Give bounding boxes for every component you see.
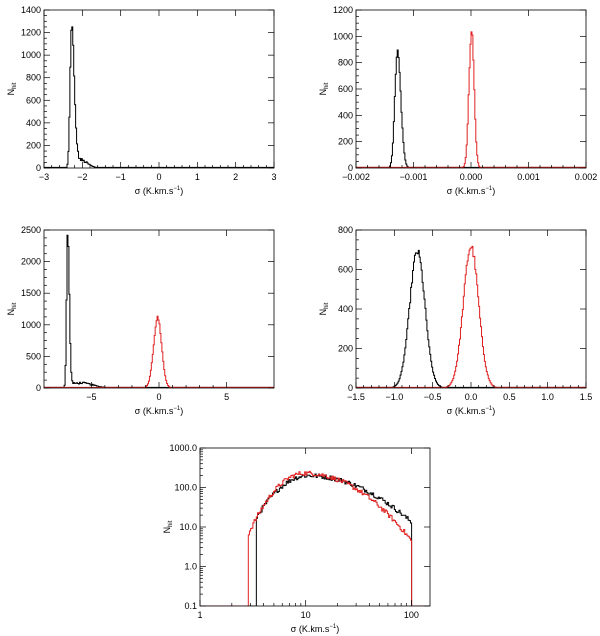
y-axis-label: Nhit [318, 302, 330, 315]
y-tick-label: 0 [348, 163, 353, 173]
y-tick-label: 1500 [21, 288, 41, 298]
y-tick-label: 100.0 [174, 483, 197, 493]
x-tick-label: 1 [197, 610, 202, 620]
x-axis-label: σ (K.km.s−1) [135, 406, 183, 416]
x-axis-label: σ (K.km.s−1) [447, 186, 495, 196]
histogram-series-2 [356, 31, 586, 168]
x-tick-label: −0.001 [400, 172, 428, 182]
x-tick-label: −2 [77, 172, 87, 182]
histogram-series-1 [356, 249, 586, 388]
histogram-series-1 [44, 26, 274, 168]
y-tick-label: 1000.0 [169, 443, 197, 453]
y-tick-label: 800 [338, 225, 353, 235]
x-tick-label: −1 [116, 172, 126, 182]
histogram-series-2 [44, 315, 274, 388]
x-tick-label: 3 [271, 172, 276, 182]
x-tick-label: 1.0 [541, 392, 554, 402]
y-tick-label: 0 [348, 383, 353, 393]
x-tick-label: 1.5 [580, 392, 593, 402]
x-tick-label: 0 [156, 172, 161, 182]
histogram-series-2 [356, 245, 586, 388]
plot-frame [43, 9, 275, 169]
histogram-series-2 [200, 470, 430, 606]
y-tick-label: 10.0 [179, 522, 197, 532]
y-tick-label: 1.0 [184, 562, 197, 572]
x-tick-label: −1.5 [347, 392, 365, 402]
y-tick-label: 800 [26, 73, 41, 83]
y-tick-label: 1000 [21, 50, 41, 60]
x-tick-label: 0.0 [465, 392, 478, 402]
y-tick-label: 600 [26, 95, 41, 105]
x-tick-label: 0.5 [503, 392, 516, 402]
y-tick-label: 0 [36, 163, 41, 173]
x-tick-label: 1 [195, 172, 200, 182]
y-tick-label: 2000 [21, 257, 41, 267]
x-tick-label: 0.000 [460, 172, 483, 182]
y-tick-label: 1200 [333, 5, 353, 15]
x-tick-label: 10 [301, 610, 311, 620]
y-tick-label: 400 [26, 118, 41, 128]
x-axis-label: σ (K.km.s−1) [447, 406, 495, 416]
y-axis-label: Nhit [6, 302, 18, 315]
x-tick-label: −3 [39, 172, 49, 182]
y-tick-label: 200 [26, 140, 41, 150]
x-axis-label: σ (K.km.s−1) [291, 624, 339, 634]
histogram-series-1 [356, 49, 586, 168]
y-tick-label: 400 [338, 304, 353, 314]
plot-frame [355, 229, 587, 389]
x-tick-label: −0.002 [342, 172, 370, 182]
panel-4: −1.5 −1.0 −0.5 0.0 0.5 1.0 1.5 0 200 400 600 800 σ (… [318, 225, 592, 416]
panel-1: −3 −2 −1 0 1 2 3 0 200 400 600 800 1000 1200 1400 σ (K.… [6, 5, 277, 196]
x-tick-label: −1.0 [385, 392, 403, 402]
y-tick-label: 1000 [333, 31, 353, 41]
x-tick-label: 2 [233, 172, 238, 182]
y-axis-label: Nhit [318, 82, 330, 95]
y-tick-label: 600 [338, 265, 353, 275]
histogram-series-1 [200, 473, 430, 606]
x-tick-label: 5 [224, 392, 229, 402]
y-axis-label: Nhit [162, 520, 174, 533]
y-tick-label: 600 [338, 84, 353, 94]
x-tick-label: 0.001 [517, 172, 540, 182]
y-tick-label: 400 [338, 110, 353, 120]
y-tick-label: 1200 [21, 28, 41, 38]
y-tick-label: 200 [338, 344, 353, 354]
y-tick-label: 200 [338, 137, 353, 147]
y-tick-label: 0.1 [184, 601, 197, 611]
y-axis-label: Nhit [6, 82, 18, 95]
panel-3: −5 0 5 0 500 1000 1500 2000 2500 σ (K.km.s−1) Nhit [6, 225, 275, 416]
y-tick-label: 800 [338, 58, 353, 68]
plot-frame [199, 447, 431, 607]
x-tick-label: −5 [86, 392, 96, 402]
histogram-series-1 [44, 234, 274, 388]
x-axis-label: σ (K.km.s−1) [135, 186, 183, 196]
x-tick-label: 100 [404, 610, 419, 620]
x-tick-label: −0.5 [424, 392, 442, 402]
panel-5: 1 10 100 0.1 1.0 10.0 100.0 1000.0 σ (K.km.s−1) N… [162, 443, 431, 634]
panel-2: −0.002 −0.001 0.000 0.001 0.002 0 200 400 600 800… [318, 5, 597, 196]
y-tick-label: 1000 [21, 320, 41, 330]
y-tick-label: 500 [26, 351, 41, 361]
y-tick-label: 0 [36, 383, 41, 393]
y-tick-label: 2500 [21, 225, 41, 235]
y-tick-label: 1400 [21, 5, 41, 15]
x-tick-label: 0.002 [575, 172, 598, 182]
plot-frame [43, 229, 275, 389]
x-tick-label: 0 [156, 392, 161, 402]
